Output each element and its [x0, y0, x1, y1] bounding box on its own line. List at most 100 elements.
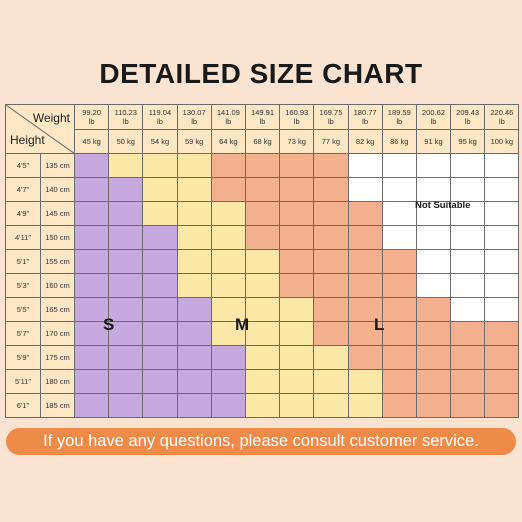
weight-lb-header: 169.75 lb — [313, 104, 349, 130]
size-l-cell — [381, 369, 417, 394]
size-s-cell — [73, 393, 110, 418]
size-l-cell — [484, 369, 520, 394]
size-s-cell — [142, 393, 178, 418]
weight-lb-header: 200.62 lb — [415, 104, 452, 130]
size-l-cell — [279, 201, 315, 226]
table-row: 5'5" 165 cm — [5, 297, 520, 322]
height-ft-cell: 5'9" — [5, 345, 41, 370]
weight-lb-header: 189.59 lb — [381, 104, 417, 130]
weight-lb-header: 220.46 lb — [484, 104, 520, 130]
size-s-cell — [108, 345, 144, 370]
size-s-cell — [142, 225, 178, 250]
not-suitable-cell — [450, 225, 486, 250]
size-l-cell — [210, 177, 246, 202]
weight-lb-value: 160.93 — [285, 108, 309, 117]
size-l-cell — [279, 249, 315, 274]
height-ft-cell: 4'11" — [5, 225, 41, 250]
size-s-cell — [142, 273, 178, 298]
size-s-cell — [108, 201, 144, 226]
size-s-cell — [73, 345, 110, 370]
size-m-cell — [347, 369, 383, 394]
size-l-cell — [347, 321, 383, 346]
size-m-cell — [210, 273, 246, 298]
weight-lb-header: 149.91 lb — [244, 104, 281, 130]
not-suitable-cell — [450, 201, 486, 226]
table-corner-cell: Weight Height — [5, 104, 75, 154]
size-l-cell — [244, 225, 281, 250]
weight-lb-value: 110.23 — [114, 108, 137, 117]
weight-kg-header: 64 kg — [210, 129, 246, 154]
weight-lb-header: 141.09 lb — [210, 104, 246, 130]
size-s-cell — [73, 273, 110, 298]
weight-kg-header: 50 kg — [108, 129, 144, 154]
size-m-cell — [176, 249, 212, 274]
not-suitable-cell — [415, 177, 452, 202]
size-l-cell — [415, 297, 452, 322]
weight-lb-value: 141.09 — [216, 108, 240, 117]
size-s-cell — [73, 225, 110, 250]
height-cm-cell: 140 cm — [40, 177, 75, 202]
size-l-cell — [415, 393, 452, 418]
size-m-cell — [142, 153, 178, 178]
height-cm-cell: 185 cm — [40, 393, 75, 418]
size-m-cell — [244, 345, 281, 370]
size-l-cell — [313, 177, 349, 202]
size-chart-table: Weight Height 99.20 lb 110.23 lb 119.04 lb 130… — [5, 104, 520, 418]
size-m-cell — [244, 297, 281, 322]
weight-lb-header: 209.43 lb — [450, 104, 486, 130]
size-l-cell — [313, 273, 349, 298]
weight-lb-header: 110.23 lb — [108, 104, 144, 130]
size-m-cell — [279, 345, 315, 370]
weight-axis-label: Weight — [32, 111, 70, 125]
size-m-cell — [108, 153, 144, 178]
size-s-cell — [73, 201, 110, 226]
size-l-cell — [244, 153, 281, 178]
size-m-cell — [313, 369, 349, 394]
size-s-cell — [210, 369, 246, 394]
weight-lb-unit: lb — [88, 117, 95, 126]
size-m-cell — [313, 393, 349, 418]
weight-lb-value: 130.07 — [182, 108, 206, 117]
height-ft-cell: 4'7" — [5, 177, 41, 202]
size-s-cell — [108, 225, 144, 250]
chart-title: DETAILED SIZE CHART — [99, 58, 423, 89]
size-l-cell — [381, 321, 417, 346]
weight-lb-value: 119.04 — [148, 108, 172, 117]
weight-kg-header: 73 kg — [279, 129, 315, 154]
size-s-cell — [73, 297, 110, 322]
size-m-cell — [313, 345, 349, 370]
customer-service-banner: If you have any questions, please consul… — [6, 428, 516, 455]
not-suitable-cell — [484, 273, 520, 298]
size-s-cell — [210, 393, 246, 418]
size-s-cell — [210, 345, 246, 370]
not-suitable-cell — [450, 249, 486, 274]
not-suitable-cell — [415, 225, 452, 250]
size-s-cell — [108, 249, 144, 274]
height-ft-cell: 4'5" — [5, 153, 41, 178]
weight-kg-header: 68 kg — [244, 129, 281, 154]
size-l-cell — [347, 225, 383, 250]
size-s-cell — [73, 321, 110, 346]
size-s-cell — [108, 177, 144, 202]
not-suitable-cell — [415, 273, 452, 298]
weight-lb-value: 200.62 — [421, 108, 445, 117]
weight-lb-unit: lb — [430, 117, 437, 126]
size-m-cell — [176, 153, 212, 178]
size-m-cell — [176, 177, 212, 202]
not-suitable-cell — [381, 201, 417, 226]
height-ft-cell: 4'9" — [5, 201, 41, 226]
weight-lb-value: 169.75 — [319, 108, 343, 117]
size-l-label: L — [374, 315, 385, 334]
size-l-cell — [279, 177, 315, 202]
size-s-cell — [73, 153, 110, 178]
size-l-cell — [244, 201, 281, 226]
weight-lb-value: 209.43 — [456, 108, 480, 117]
size-s-cell — [176, 297, 212, 322]
weight-lb-value: 180.77 — [353, 108, 377, 117]
not-suitable-label: Not Suitable — [415, 200, 471, 211]
not-suitable-cell — [381, 225, 417, 250]
size-m-cell — [210, 225, 246, 250]
table-row: 5'7" 170 cm — [5, 321, 520, 346]
size-m-cell — [244, 321, 281, 346]
not-suitable-cell — [415, 201, 452, 226]
